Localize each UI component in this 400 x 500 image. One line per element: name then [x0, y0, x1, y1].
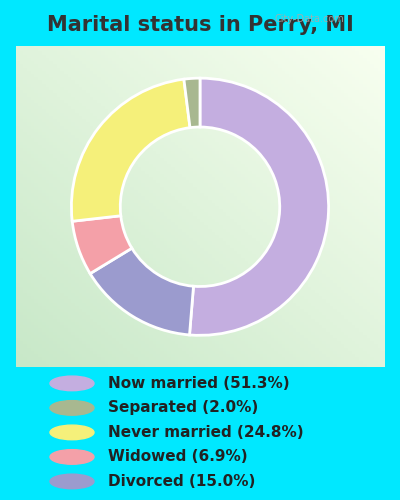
Circle shape [50, 425, 94, 440]
Circle shape [50, 450, 94, 464]
Text: Widowed (6.9%): Widowed (6.9%) [108, 450, 248, 464]
Wedge shape [90, 248, 194, 335]
Text: Never married (24.8%): Never married (24.8%) [108, 425, 304, 440]
Circle shape [50, 376, 94, 390]
Text: Separated (2.0%): Separated (2.0%) [108, 400, 258, 415]
Wedge shape [72, 79, 190, 222]
Text: Divorced (15.0%): Divorced (15.0%) [108, 474, 255, 489]
Text: City-Data.com: City-Data.com [275, 14, 345, 24]
Circle shape [50, 474, 94, 488]
Text: Now married (51.3%): Now married (51.3%) [108, 376, 290, 391]
Text: Marital status in Perry, MI: Marital status in Perry, MI [47, 16, 353, 36]
Wedge shape [190, 78, 328, 336]
Circle shape [50, 400, 94, 415]
Wedge shape [72, 216, 132, 274]
Wedge shape [184, 78, 200, 128]
